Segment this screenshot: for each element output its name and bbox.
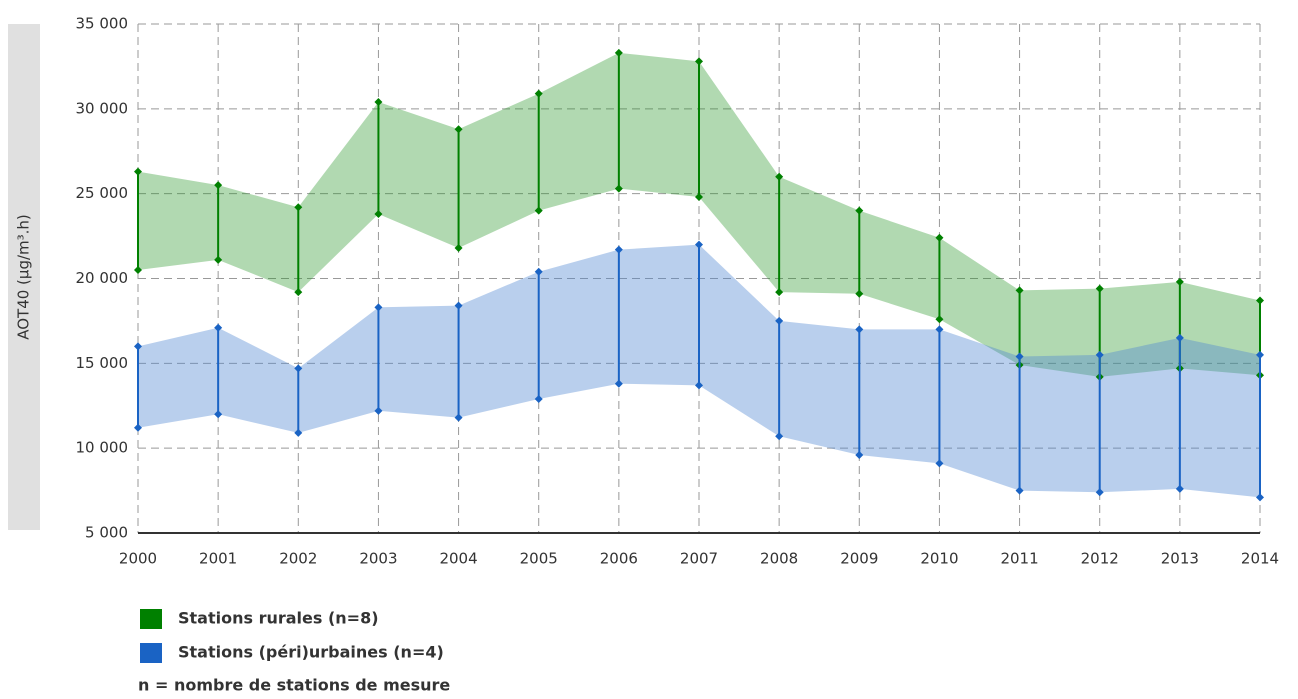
y-axis-label: AOT40 (µg/m³.h) bbox=[15, 214, 33, 340]
x-tick-label: 2011 bbox=[1000, 550, 1038, 568]
marker bbox=[1175, 484, 1184, 493]
x-tick-label: 2012 bbox=[1081, 550, 1119, 568]
marker bbox=[134, 167, 142, 176]
marker bbox=[614, 48, 623, 57]
marker bbox=[454, 413, 463, 422]
marker bbox=[294, 364, 303, 373]
x-tick-label: 2003 bbox=[359, 550, 397, 568]
marker bbox=[695, 57, 703, 66]
y-tick-label: 20 000 bbox=[76, 269, 129, 287]
y-tick-label: 25 000 bbox=[76, 184, 129, 202]
marker bbox=[1175, 333, 1184, 342]
marker bbox=[534, 394, 543, 403]
y-tick-label: 35 000 bbox=[76, 15, 129, 33]
y-label-box bbox=[8, 24, 40, 530]
marker bbox=[614, 184, 623, 193]
marker bbox=[855, 450, 864, 459]
marker bbox=[374, 210, 383, 219]
marker bbox=[775, 172, 784, 181]
marker bbox=[855, 206, 864, 215]
x-tick-label: 2006 bbox=[600, 550, 638, 568]
marker bbox=[214, 255, 223, 264]
y-tick-label: 5 000 bbox=[85, 524, 128, 542]
x-tick-label: 2004 bbox=[439, 550, 477, 568]
x-tick-label: 2013 bbox=[1161, 550, 1199, 568]
y-tick-label: 30 000 bbox=[76, 99, 129, 117]
note: n = nombre de stations de mesure bbox=[138, 676, 450, 695]
x-tick-label: 2001 bbox=[199, 550, 237, 568]
marker bbox=[695, 240, 703, 249]
marker bbox=[294, 428, 303, 437]
x-tick-label: 2000 bbox=[119, 550, 157, 568]
x-tick-label: 2007 bbox=[680, 550, 718, 568]
marker bbox=[1256, 296, 1264, 305]
y-tick-label: 10 000 bbox=[76, 439, 129, 457]
marker bbox=[935, 459, 944, 468]
marker bbox=[1175, 277, 1184, 286]
marker bbox=[1095, 284, 1104, 293]
marker bbox=[855, 289, 864, 298]
marker bbox=[1256, 493, 1264, 502]
marker bbox=[855, 325, 864, 334]
marker bbox=[1015, 286, 1024, 295]
x-tick-label: 2005 bbox=[520, 550, 558, 568]
marker bbox=[695, 193, 703, 202]
marker bbox=[695, 381, 703, 390]
y-tick-label: 15 000 bbox=[76, 354, 129, 372]
range-fill bbox=[138, 52, 1260, 377]
marker bbox=[294, 288, 303, 297]
marker bbox=[1095, 488, 1104, 497]
marker bbox=[614, 245, 623, 254]
marker bbox=[775, 432, 784, 441]
legend-label: Stations rurales (n=8) bbox=[178, 609, 379, 628]
x-tick-label: 2002 bbox=[279, 550, 317, 568]
marker bbox=[134, 266, 142, 275]
legend-swatch bbox=[140, 643, 162, 663]
marker bbox=[1015, 486, 1024, 495]
x-tick-label: 2014 bbox=[1241, 550, 1279, 568]
marker bbox=[454, 243, 463, 252]
marker bbox=[134, 423, 142, 432]
x-tick-label: 2010 bbox=[920, 550, 958, 568]
marker bbox=[374, 98, 383, 107]
marker bbox=[935, 315, 944, 324]
marker bbox=[534, 89, 543, 98]
legend: Stations rurales (n=8) Stations (péri)urb… bbox=[140, 609, 444, 663]
marker bbox=[214, 181, 223, 190]
x-tick-label: 2009 bbox=[840, 550, 878, 568]
marker bbox=[374, 406, 383, 415]
marker bbox=[214, 410, 223, 419]
marker bbox=[374, 303, 383, 312]
marker bbox=[775, 288, 784, 297]
marker bbox=[454, 125, 463, 134]
marker bbox=[775, 316, 784, 325]
marker bbox=[1015, 352, 1024, 361]
marker bbox=[134, 342, 142, 351]
marker bbox=[614, 379, 623, 388]
marker bbox=[294, 203, 303, 212]
legend-swatch bbox=[140, 609, 162, 629]
marker bbox=[935, 325, 944, 334]
marker bbox=[1256, 350, 1264, 359]
marker bbox=[935, 233, 944, 242]
marker bbox=[534, 267, 543, 276]
marker bbox=[1095, 350, 1104, 359]
x-tick-label: 2008 bbox=[760, 550, 798, 568]
legend-label: Stations (péri)urbaines (n=4) bbox=[178, 643, 444, 662]
marker bbox=[214, 323, 223, 332]
marker bbox=[454, 301, 463, 310]
marker bbox=[534, 206, 543, 215]
